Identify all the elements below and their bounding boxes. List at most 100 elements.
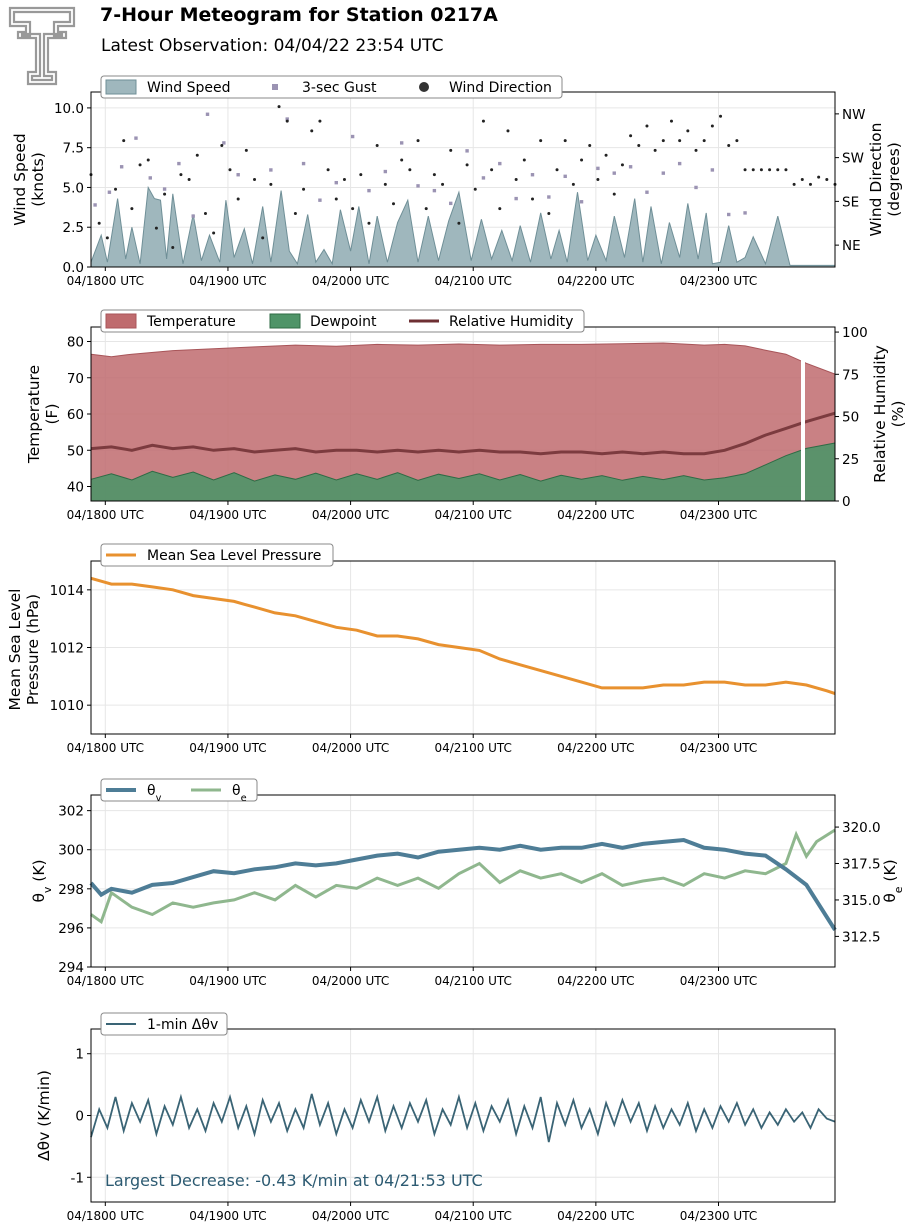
wind-direction-point (530, 197, 534, 201)
y-tick-label: 0.0 (63, 260, 84, 276)
legend-swatch-dewpoint (269, 313, 301, 329)
legend-frame (100, 75, 563, 99)
x-tick-label: 04/1900 UTC (189, 1209, 266, 1223)
wind-direction-point (719, 114, 723, 118)
wind-direction-point (122, 139, 126, 143)
gust-marker (579, 200, 584, 204)
wind-direction-point (424, 207, 428, 211)
wind-direction-point (522, 158, 526, 162)
y-tick-label: 0 (75, 1109, 84, 1125)
gust-marker (107, 190, 112, 194)
legend-theta: θv θe (100, 778, 258, 804)
wind-direction-point (146, 158, 150, 162)
gust-marker (514, 196, 518, 201)
y-axis-label: θv (K) (30, 859, 54, 902)
gust-marker (743, 211, 747, 215)
x-tick-label: 04/2100 UTC (434, 741, 511, 755)
wind-direction-point (212, 231, 216, 235)
y2-axis-label: θe (K) (881, 859, 905, 902)
wind-direction-point (457, 221, 461, 225)
dewpoint-area (90, 442, 836, 502)
wind-direction-point (751, 168, 755, 172)
x-tick-label: 04/2300 UTC (680, 974, 757, 988)
wind-direction-point (228, 168, 232, 172)
gust-marker (530, 173, 535, 177)
x-tick-label: 04/2200 UTC (557, 1209, 634, 1223)
wind-direction-point (244, 148, 248, 152)
legend-delta-theta: 1-min Δθv (100, 1012, 228, 1036)
legend-label: 1-min Δθv (147, 1017, 218, 1033)
gust-marker (191, 214, 195, 218)
x-tick-label: 04/1800 UTC (67, 974, 144, 988)
legend-label: θv (147, 783, 162, 804)
y-tick-label: 70 (67, 371, 84, 387)
pressure-line (90, 576, 836, 696)
wind-direction-point (645, 124, 649, 128)
wind-direction-point (310, 129, 314, 133)
gust-marker (148, 176, 152, 180)
wind-direction-point (302, 187, 306, 191)
y-tick-label: 294 (58, 960, 84, 976)
x-tick-label: 04/1900 UTC (189, 741, 266, 755)
x-tick-label: 04/2200 UTC (557, 274, 634, 288)
gust-marker (596, 166, 600, 171)
wind-direction-point (473, 187, 477, 191)
x-tick-label: 04/2100 UTC (434, 974, 511, 988)
y2-tick-label: 320.0 (842, 820, 881, 836)
page-subtitle: Latest Observation: 04/04/22 23:54 UTC (101, 36, 444, 56)
y-axis-label: Wind Speed(knots) (11, 133, 47, 225)
wind-direction-point (735, 139, 739, 143)
wind-direction-point (555, 168, 559, 172)
y-tick-label: 80 (67, 335, 84, 351)
y-tick-label: 300 (58, 843, 84, 859)
wind-direction-point (686, 129, 690, 133)
wind-direction-point (326, 168, 330, 172)
wind-direction-point (97, 221, 101, 225)
wind-direction-point (678, 139, 682, 143)
wind-direction-point (629, 134, 633, 138)
y-tick-label: -1 (71, 1170, 84, 1186)
legend-label: Wind Speed (147, 80, 231, 96)
y-tick-label: 296 (58, 921, 84, 937)
panel-wind: 04/1800 UTC 04/1900 UTC 04/2000 UTC 04/2100… (11, 75, 903, 288)
gust-marker (465, 149, 469, 153)
x-tick-label: 04/2200 UTC (557, 508, 634, 522)
y2-tick-label: 100 (842, 325, 868, 341)
wind-direction-point (612, 192, 616, 196)
x-tick-label: 04/2100 UTC (434, 1209, 511, 1223)
y-tick-label: 60 (67, 407, 84, 423)
wind-direction-point (277, 105, 281, 109)
wind-direction-point (792, 182, 796, 186)
wind-direction-point (154, 226, 158, 230)
panel-theta: 04/1800 UTC 04/1900 UTC 04/2000 UTC 04/2100… (30, 778, 905, 988)
y2-tick-label: 312.5 (842, 929, 881, 945)
wind-direction-point (171, 246, 175, 250)
y2-tick-label: 50 (842, 410, 859, 426)
panel-dtheta: 04/1800 UTC 04/1900 UTC 04/2000 UTC 04/2100… (35, 1012, 836, 1223)
y-tick-label: 1010 (50, 698, 84, 714)
legend-label: 3-sec Gust (302, 80, 377, 96)
wind-direction-point (514, 178, 518, 181)
wind-direction-point (776, 168, 780, 172)
wind-direction-point (490, 168, 494, 172)
legend-pressure: Mean Sea Level Pressure (100, 543, 334, 567)
legend-frame (100, 1012, 228, 1036)
wind-direction-point (702, 139, 706, 143)
y-axis-label: Mean Sea LevelPressure (hPa) (6, 589, 42, 711)
legend-frame (100, 543, 334, 567)
y-tick-label: 10.0 (54, 101, 84, 117)
gust-marker (563, 174, 567, 179)
gust-marker (222, 141, 226, 145)
wind-direction-point (253, 178, 257, 181)
wind-direction-point (498, 207, 502, 211)
wind-direction-point (825, 178, 829, 181)
y-tick-label: 1012 (50, 641, 84, 657)
wind-direction-point (808, 182, 812, 186)
wind-direction-point (334, 197, 338, 201)
wind-direction-point (392, 202, 396, 206)
y2-tick-label: 75 (842, 367, 859, 383)
wind-direction-point (661, 139, 665, 143)
gust-marker (269, 168, 273, 172)
wind-direction-point (620, 163, 624, 167)
